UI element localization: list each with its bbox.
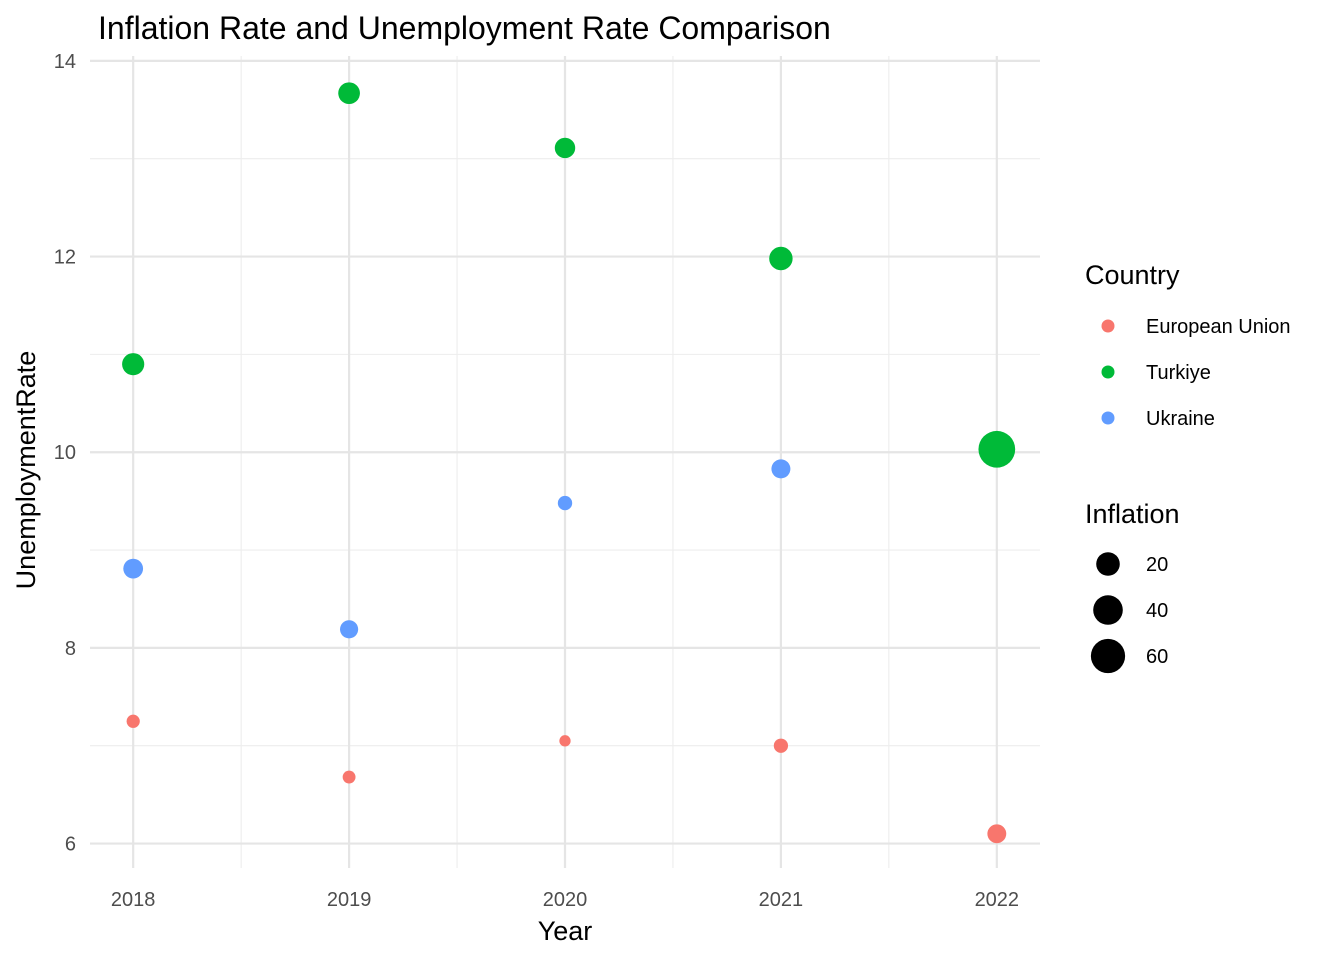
x-tick-label: 2022 [975,889,1020,911]
legend-swatch [1101,319,1115,333]
y-tick-label: 10 [54,442,76,464]
tick-labels: 6 8 10 12 14 2018 2019 2020 2021 2022 [54,51,1019,911]
data-point [559,735,571,747]
x-tick-label: 2021 [759,889,804,911]
data-point [126,714,140,728]
data-point [769,246,793,271]
data-point [987,824,1007,844]
legend-label: European Union [1146,316,1291,338]
x-tick-label: 2020 [543,889,588,911]
legend-label: 40 [1146,600,1168,622]
size-legend: Inflation 20 40 60 [1085,499,1180,674]
data-point [978,430,1016,468]
size-swatch [1090,638,1126,674]
size-swatch [1096,552,1120,576]
chart-title: Inflation Rate and Unemployment Rate Com… [98,10,831,46]
x-tick-label: 2018 [111,889,156,911]
data-point [342,770,356,784]
legend-label: Ukraine [1146,408,1215,430]
data-point [122,353,145,376]
y-axis-title: UnemploymentRate [11,351,41,590]
data-point [338,82,360,105]
y-tick-label: 12 [54,247,76,269]
y-tick-label: 8 [65,638,76,660]
legend-swatch [1101,365,1115,379]
data-points [122,82,1016,844]
y-tick-label: 6 [65,834,76,856]
legend-label: Turkiye [1146,362,1211,384]
color-legend-title: Country [1085,260,1180,290]
x-axis-title: Year [538,916,593,946]
color-legend: Country European Union Turkiye Ukraine [1085,260,1291,430]
size-legend-title: Inflation [1085,499,1180,529]
data-point [773,738,789,753]
data-point [557,495,573,511]
data-point [771,459,791,479]
x-tick-label: 2019 [327,889,372,911]
size-swatch [1093,595,1123,625]
data-point [123,558,144,579]
legend-label: 60 [1146,646,1168,668]
data-point [554,137,576,159]
legend-swatch [1101,411,1115,425]
y-tick-label: 14 [54,51,76,73]
data-point [340,620,359,639]
legend-label: 20 [1146,554,1168,576]
